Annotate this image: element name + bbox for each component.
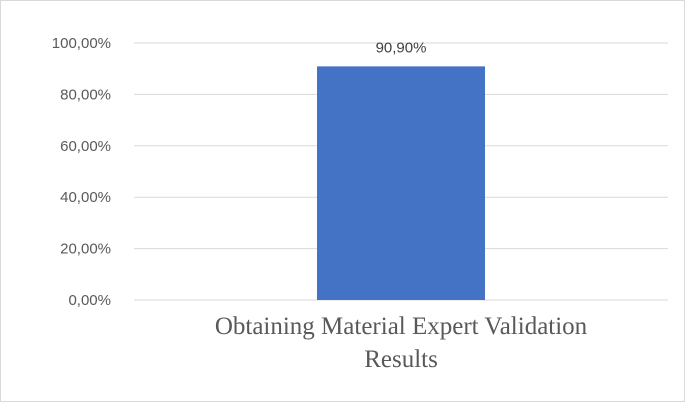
bar — [317, 66, 485, 301]
x-axis-category-labels: Obtaining Material Expert Validation Resu… — [215, 313, 588, 373]
data-labels: 90,90% — [376, 39, 427, 56]
category-label-line: Obtaining Material Expert Validation — [215, 313, 588, 340]
y-tick-label: 60,00% — [60, 138, 111, 155]
y-tick-label: 20,00% — [60, 241, 111, 258]
y-tick-label: 80,00% — [60, 86, 111, 103]
y-axis-tick-labels: 0,00% 20,00% 40,00% 60,00% 80,00% 100,00% — [52, 35, 111, 309]
bars — [317, 66, 485, 301]
y-tick-label: 40,00% — [60, 189, 111, 206]
bar-value-label: 90,90% — [376, 39, 427, 56]
y-tick-label: 0,00% — [68, 292, 111, 309]
category-label-line: Results — [364, 346, 438, 373]
y-tick-label: 100,00% — [52, 35, 111, 52]
